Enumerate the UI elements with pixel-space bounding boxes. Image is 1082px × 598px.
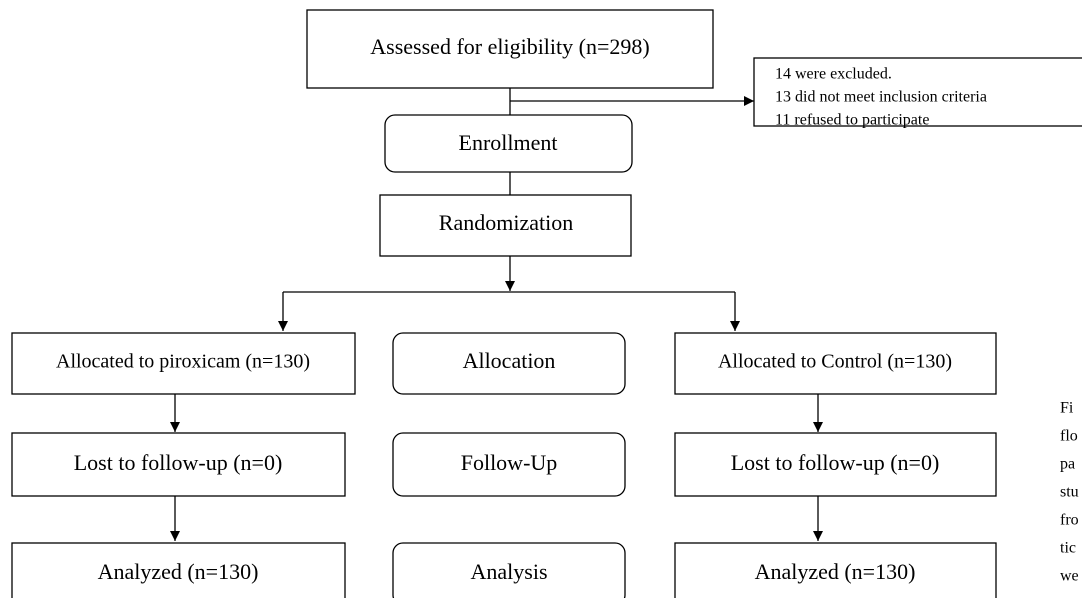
exclusion-box: [753, 57, 1082, 127]
node-label: Follow-Up: [461, 450, 558, 475]
node-label: Analyzed (n=130): [98, 559, 259, 584]
node-label: Allocated to piroxicam (n=130): [56, 351, 310, 373]
node-label: Allocated to Control (n=130): [718, 351, 952, 373]
node-label: Randomization: [439, 210, 573, 235]
stage-box: [392, 432, 626, 497]
box: [379, 194, 632, 257]
caption: Fi flo pa stu fro tic we: [1060, 400, 1079, 585]
box: [674, 542, 997, 598]
connectors: [170, 88, 823, 541]
caption-fragment: we: [1060, 568, 1079, 585]
caption-fragment: flo: [1060, 428, 1078, 445]
caption-fragment: stu: [1060, 484, 1079, 501]
exclusion-line: 14 were excluded.: [775, 66, 892, 83]
node-label: Analyzed (n=130): [755, 559, 916, 584]
box: [11, 332, 356, 395]
box: [11, 432, 346, 497]
node-label: Enrollment: [459, 130, 558, 155]
box: [674, 432, 997, 497]
node-label: Assessed for eligibility (n=298): [370, 34, 649, 59]
caption-fragment: fro: [1060, 512, 1079, 529]
node-label: Allocation: [463, 348, 556, 373]
stage-box: [392, 332, 626, 395]
caption-fragment: Fi: [1060, 400, 1074, 417]
exclusion-line: 11 refused to participate: [775, 112, 929, 129]
box: [306, 9, 714, 89]
node-label: Analysis: [471, 559, 548, 584]
box: [674, 332, 997, 395]
node-label: Lost to follow-up (n=0): [731, 450, 940, 475]
stage-box: [384, 114, 633, 173]
node-label: Lost to follow-up (n=0): [74, 450, 283, 475]
caption-fragment: tic: [1060, 540, 1076, 557]
stage-box: [392, 542, 626, 598]
caption-fragment: pa: [1060, 456, 1075, 473]
box: [11, 542, 346, 598]
exclusion-line: 13 did not meet inclusion criteria: [775, 89, 987, 106]
